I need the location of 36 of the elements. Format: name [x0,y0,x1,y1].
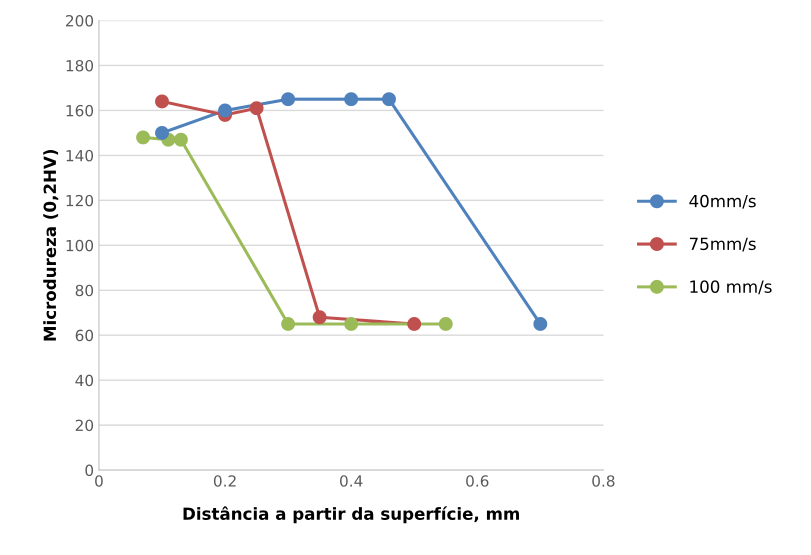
y-tick-label: 80 [76,284,94,296]
y-axis-title: Microdureza (0,2HV) [43,150,58,341]
y-tick-label: 60 [76,330,94,342]
y-tick-label: 120 [66,194,94,206]
y-tick-label: 100 [66,240,94,252]
x-tick-label: 0.6 [466,475,488,487]
point [407,317,422,331]
point [281,317,296,331]
y-tick-label: 20 [76,420,94,432]
y-tick-label: 0 [85,464,94,476]
point [250,101,264,116]
legend-label: 100 mm/s [690,280,772,294]
point [136,130,150,144]
y-tick-label: 140 [66,150,94,162]
y-tick-label: 180 [66,60,94,72]
point [281,92,296,106]
x-axis-title: Distância a partir da superfície, mm [184,506,519,524]
y-tick-label: 200 [66,15,94,27]
point [174,132,188,147]
legend-label: 75mm/s [690,238,756,252]
point [382,92,396,106]
point [344,317,358,331]
point [155,126,169,140]
y-tick-label: 160 [66,104,94,116]
x-tick-label: 0 [95,475,103,487]
point [438,317,453,331]
point [344,92,358,106]
point [218,104,232,118]
legend-label: 40mm/s [689,194,756,209]
y-tick-label: 40 [75,374,94,386]
x-tick-label: 0.2 [214,475,236,487]
point [533,317,548,331]
point [155,94,169,108]
x-tick-label: 0.8 [592,475,614,487]
x-tick-label: 0.4 [340,475,362,487]
point [312,310,327,324]
